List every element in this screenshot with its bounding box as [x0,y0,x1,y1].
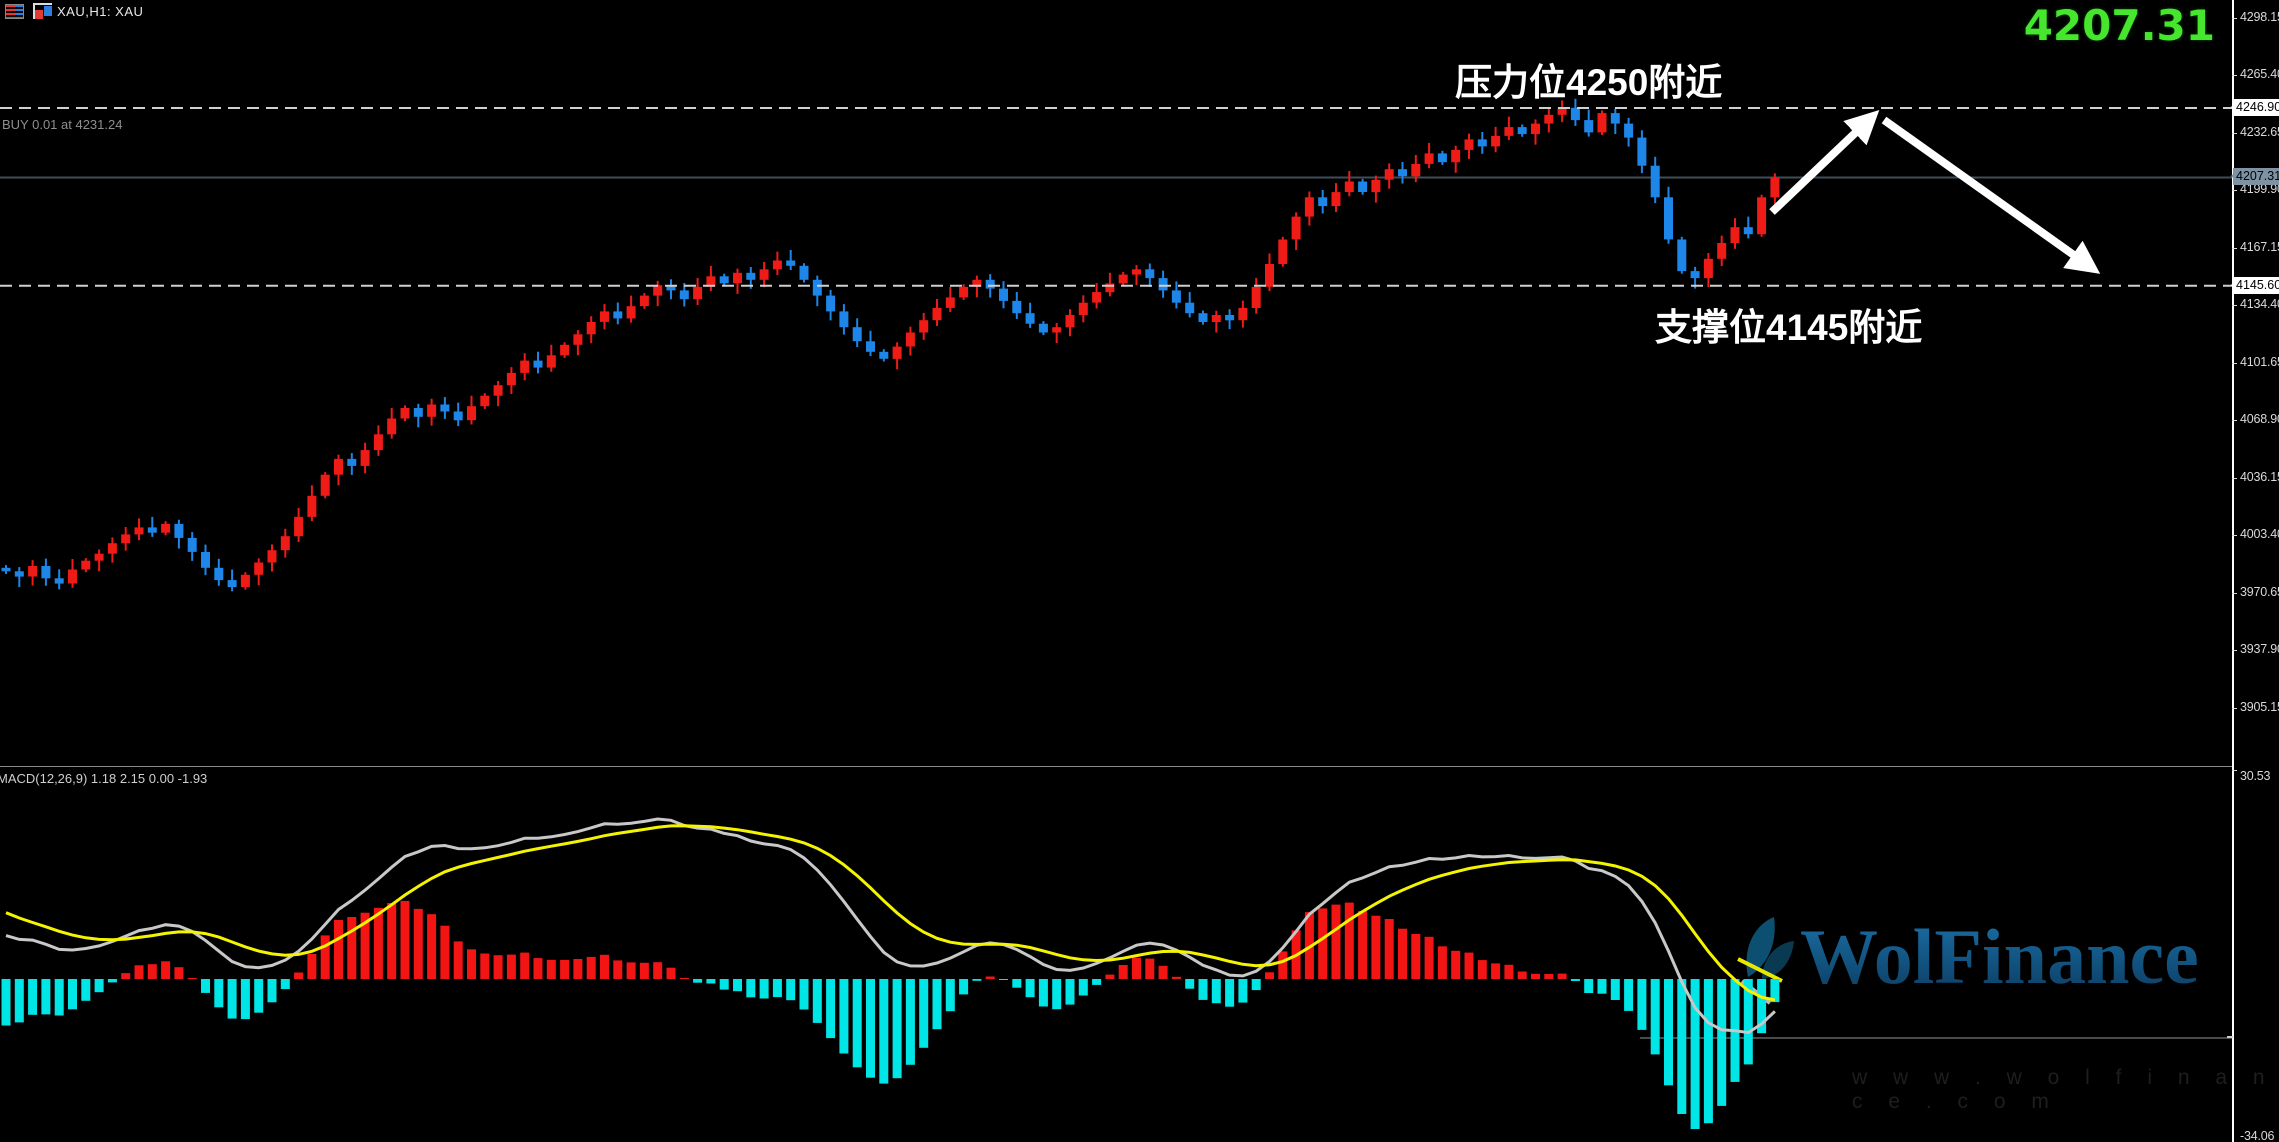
price-tick [2232,363,2237,364]
watermark-brand: WolFinance [1800,913,2199,1000]
price-axis-scale[interactable]: 4298.15 4265.40 4232.65 4199.90 4167.15 4134.… [2231,0,2279,1142]
price-tick [2232,75,2237,76]
price-tick [2232,420,2237,421]
price-tick-label: 3937.90 [2240,642,2279,656]
macd-lines [5,817,1776,1035]
open-order-label: BUY 0.01 at 4231.24 [2,117,123,132]
price-tick [2232,248,2237,249]
price-tick-label: 4134.40 [2240,297,2279,311]
price-tick-label: 4167.15 [2240,240,2279,254]
macd-histogram [1,900,1780,1129]
price-tick-label: 4101.65 [2240,355,2279,369]
price-chart-area[interactable] [0,0,2232,766]
macd-top-tick-label: 30.53 [2240,769,2271,783]
support-price-tag: 4145.60 [2231,277,2279,294]
price-tick [2232,593,2237,594]
current-price-quote: 4207.31 [2023,1,2215,50]
chart-icon-blue-bar [44,6,52,16]
chart-window-icon[interactable] [33,3,52,19]
quotes-icon-red-column [6,5,15,18]
price-tick [2232,305,2237,306]
bid-price-tag: 4207.31 [2231,168,2279,185]
macd-bottom-tick-label: -34.06 [2240,1129,2275,1142]
chart-icon-red-bar [35,10,43,19]
price-tick-label: 4232.65 [2240,125,2279,139]
price-tick-label: 4265.40 [2240,67,2279,81]
price-tick-label: 4003.40 [2240,527,2279,541]
price-tick-label: 4298.15 [2240,10,2279,24]
price-tick [2232,478,2237,479]
symbol-timeframe-label: XAU,H1: XAU [57,4,144,19]
price-tick [2232,18,2237,19]
quotes-window-icon[interactable] [5,4,24,19]
macd-top-tick [2232,770,2237,771]
price-tick-label: 4068.90 [2240,412,2279,426]
price-tick [2232,133,2237,134]
price-tick-label: 4036.15 [2240,470,2279,484]
price-tick [2232,708,2237,709]
macd-axis-tick [2227,1036,2233,1038]
support-resistance-lines[interactable] [0,107,2232,287]
price-tick [2232,650,2237,651]
candles-layer [1,98,1780,592]
price-tick [2232,535,2237,536]
macd-level-line-stub [1640,1037,2232,1039]
price-tick-label: 3970.65 [2240,585,2279,599]
price-tick-label: 4199.90 [2240,182,2279,196]
panel-separator[interactable] [0,766,2232,767]
support-annotation: 支撑位4145附近 [1655,307,1923,348]
watermark-url: w w w . w o l f i n a n c e . c o m [1852,1066,2275,1113]
price-axis-line [2232,0,2234,1142]
resistance-annotation: 压力位4250附近 [1455,62,1723,103]
quotes-icon-blue-column [14,5,23,18]
trend-arrow[interactable] [1769,110,2101,274]
resistance-price-tag: 4246.90 [2231,99,2279,116]
price-tick-label: 3905.15 [2240,700,2279,714]
price-tick [2232,190,2237,191]
macd-status-label: MACD(12,26,9) 1.18 2.15 0.00 -1.93 [0,771,208,786]
macd-indicator-panel[interactable] [0,768,2232,1142]
